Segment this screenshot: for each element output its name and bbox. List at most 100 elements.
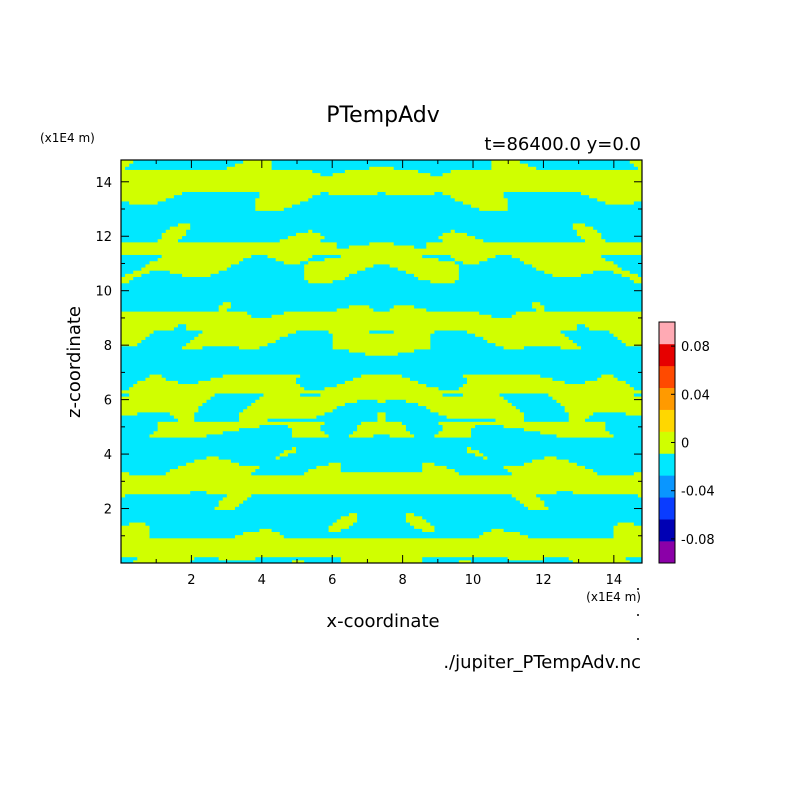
field-cell bbox=[121, 298, 642, 303]
field-cell bbox=[157, 200, 256, 205]
field-cell bbox=[283, 449, 297, 454]
field-cell bbox=[344, 402, 419, 407]
field-cell bbox=[121, 465, 179, 470]
field-cell bbox=[454, 260, 464, 265]
field-cell bbox=[483, 531, 521, 536]
field-cell bbox=[430, 333, 476, 337]
field-cell bbox=[621, 267, 642, 271]
field-cell bbox=[239, 345, 260, 350]
field-cell bbox=[177, 380, 199, 385]
field-cell bbox=[344, 169, 419, 174]
field-cell bbox=[312, 229, 452, 233]
field-cell bbox=[418, 276, 460, 281]
x-tick-label: 12 bbox=[535, 573, 552, 588]
field-cell bbox=[385, 415, 448, 419]
field-cell bbox=[121, 194, 175, 199]
field-cell bbox=[605, 424, 642, 429]
field-cell bbox=[373, 307, 391, 312]
field-cell bbox=[121, 323, 179, 328]
field-cell bbox=[206, 433, 293, 438]
field-cell bbox=[523, 345, 562, 350]
field-cell bbox=[450, 229, 456, 233]
field-cell bbox=[121, 383, 134, 388]
field-cell bbox=[523, 503, 545, 507]
field-cell bbox=[414, 433, 435, 438]
field-cell bbox=[157, 427, 240, 432]
field-cell bbox=[422, 462, 435, 466]
field-cell bbox=[243, 257, 277, 262]
field-cell bbox=[300, 200, 464, 205]
field-cell bbox=[328, 528, 342, 533]
colorbar-tick-label: -0.04 bbox=[681, 485, 715, 500]
field-cell bbox=[532, 263, 619, 268]
field-cell bbox=[540, 301, 642, 306]
field-cell bbox=[572, 490, 642, 495]
field-cell bbox=[414, 304, 533, 309]
field-cell bbox=[308, 260, 456, 265]
field-cell bbox=[324, 386, 439, 391]
field-cell bbox=[544, 307, 642, 312]
field-cell bbox=[528, 534, 615, 539]
field-cell bbox=[275, 455, 281, 460]
field-cell bbox=[462, 392, 501, 397]
field-cell bbox=[479, 311, 517, 315]
field-cell bbox=[259, 465, 317, 470]
field-cell bbox=[340, 254, 423, 259]
y-tick-label: 14 bbox=[95, 176, 112, 191]
field-cell bbox=[544, 455, 558, 460]
field-cell bbox=[466, 232, 578, 237]
field-cell bbox=[121, 251, 642, 255]
field-cell bbox=[609, 330, 642, 334]
field-cell bbox=[283, 534, 480, 539]
field-cell bbox=[353, 377, 411, 381]
field-cell bbox=[243, 408, 334, 413]
field-cell bbox=[125, 493, 228, 498]
field-cell bbox=[430, 279, 456, 284]
field-cell bbox=[121, 163, 130, 167]
field-cell bbox=[206, 455, 220, 460]
field-cell bbox=[161, 232, 187, 237]
field-cell bbox=[121, 232, 163, 237]
field-cell bbox=[434, 525, 615, 529]
colorbar-swatch bbox=[659, 365, 675, 389]
field-cell bbox=[121, 503, 220, 507]
field-cell bbox=[121, 207, 256, 211]
field-cell bbox=[633, 200, 642, 205]
field-cell bbox=[430, 339, 488, 344]
field-cell bbox=[515, 311, 642, 315]
field-cell bbox=[304, 559, 342, 563]
field-cell bbox=[332, 522, 354, 526]
field-cell bbox=[121, 386, 130, 391]
field-cell bbox=[251, 493, 513, 498]
field-cell bbox=[519, 408, 566, 413]
field-cell bbox=[263, 392, 301, 397]
field-cell bbox=[121, 352, 366, 356]
field-cell bbox=[267, 418, 378, 422]
field-cell bbox=[397, 352, 642, 356]
field-cell bbox=[572, 339, 623, 344]
field-cell bbox=[442, 232, 468, 237]
field-cell bbox=[121, 399, 207, 403]
field-cell bbox=[210, 377, 297, 381]
field-cell bbox=[304, 471, 460, 476]
field-cell bbox=[165, 471, 252, 476]
field-cell bbox=[536, 307, 545, 312]
field-cell bbox=[149, 260, 240, 265]
field-cell bbox=[580, 273, 623, 277]
field-cell bbox=[348, 348, 415, 353]
field-cell bbox=[422, 556, 509, 561]
field-cell bbox=[177, 222, 191, 227]
field-cell bbox=[458, 270, 545, 274]
field-cell bbox=[564, 380, 586, 385]
field-cell bbox=[348, 304, 370, 309]
field-cell bbox=[121, 333, 150, 337]
field-cell bbox=[629, 270, 642, 274]
field-cell bbox=[405, 518, 427, 523]
field-cell bbox=[308, 279, 334, 284]
field-cell bbox=[442, 172, 642, 177]
field-cell bbox=[401, 374, 464, 378]
field-cell bbox=[532, 459, 570, 463]
field-cell bbox=[503, 191, 582, 196]
field-cell bbox=[336, 307, 374, 312]
field-cell bbox=[308, 468, 342, 473]
